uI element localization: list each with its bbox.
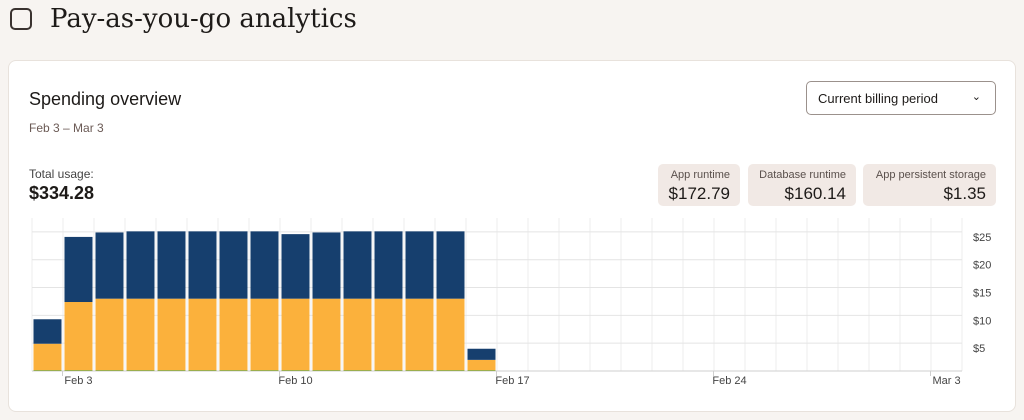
bar-segment (374, 298, 403, 371)
bar-segment (188, 231, 217, 299)
pill-label: App runtime (670, 169, 730, 181)
bar-segment (64, 236, 93, 303)
breakdown-pill: App runtime $172.79 (658, 164, 740, 206)
x-tick-label: Feb 17 (495, 375, 529, 387)
pill-value: $172.79 (668, 184, 730, 203)
total-label: Total usage: (29, 167, 94, 181)
pill-value: $1.35 (943, 184, 986, 203)
bar-segment (312, 298, 341, 371)
bar-segment (64, 302, 93, 371)
breakdown-pill: App persistent storage $1.35 (863, 164, 996, 206)
bar-segment (33, 319, 62, 344)
bar-segment (219, 298, 248, 371)
page-title: Pay-as-you-go analytics (50, 4, 357, 34)
bar-segment (95, 370, 124, 371)
bar-segment (343, 370, 372, 371)
analytics-icon (10, 8, 32, 30)
bar-segment (281, 370, 310, 371)
bar-segment (95, 232, 124, 299)
card-title: Spending overview (29, 89, 182, 109)
x-tick-label: Feb 3 (64, 375, 92, 387)
y-tick-label: $25 (973, 232, 991, 244)
breakdown-pill: Database runtime $160.14 (748, 164, 856, 206)
period: Feb 3 – Mar 3 (29, 121, 104, 135)
bar-segment (281, 234, 310, 299)
bar-segment (467, 370, 496, 371)
bar-segment (219, 231, 248, 299)
dropdown-label: Current billing period (818, 91, 938, 106)
bar-segment (250, 231, 279, 299)
x-tick-label: Feb 10 (278, 375, 312, 387)
bar-segment (219, 370, 248, 371)
bar-segment (33, 370, 62, 371)
y-tick-label: $20 (973, 260, 991, 272)
period-dropdown[interactable]: Current billing period ⌄ (806, 81, 996, 115)
bar-segment (250, 370, 279, 371)
y-tick-label: $5 (973, 343, 985, 355)
pill-label: Database runtime (759, 169, 846, 181)
bar-segment (343, 298, 372, 371)
bar-segment (436, 231, 465, 299)
bar-segment (467, 359, 496, 371)
bar-segment (436, 298, 465, 371)
bar-segment (157, 370, 186, 371)
bar-segment (126, 231, 155, 299)
y-tick-label: $10 (973, 315, 991, 327)
bar-segment (374, 370, 403, 371)
bar-segment (126, 298, 155, 371)
bar-segment (405, 370, 434, 371)
bar-segment (157, 231, 186, 299)
bar-segment (188, 370, 217, 371)
bar-segment (188, 298, 217, 371)
bar-segment (157, 298, 186, 371)
y-tick-label: $15 (973, 287, 991, 299)
bar-segment (250, 298, 279, 371)
bar-segment (312, 370, 341, 371)
bar-segment (467, 348, 496, 360)
bar-segment (312, 232, 341, 299)
bar-segment (64, 370, 93, 371)
bar-segment (126, 370, 155, 371)
bar-segment (374, 231, 403, 299)
bar-segment (405, 298, 434, 371)
bar-segment (436, 370, 465, 371)
pill-label: App persistent storage (875, 169, 986, 181)
bar-segment (33, 343, 62, 371)
x-tick-label: Feb 24 (712, 375, 746, 387)
pill-value: $160.14 (784, 184, 846, 203)
bar-segment (281, 298, 310, 371)
x-tick-label: Mar 3 (932, 375, 960, 387)
bar-segment (405, 231, 434, 299)
bar-segment (343, 231, 372, 299)
dropdown-caret: ⌄ (971, 91, 981, 103)
bar-segment (95, 298, 124, 371)
total-value: $334.28 (29, 183, 95, 203)
